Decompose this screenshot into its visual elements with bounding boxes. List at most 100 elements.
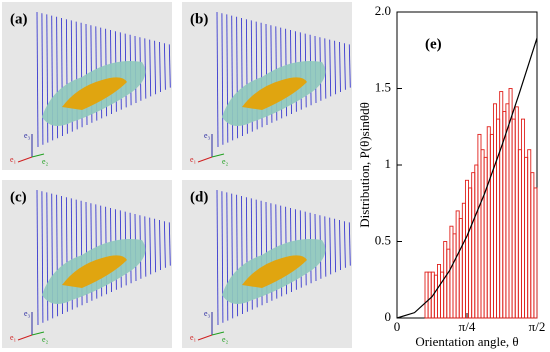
x-tick-label: π/2 <box>529 319 546 334</box>
core <box>62 77 127 110</box>
field-line <box>329 39 332 97</box>
panel-label: (c) <box>10 189 27 205</box>
bar <box>449 225 454 319</box>
bar <box>517 149 522 319</box>
axis-arrow <box>31 331 45 336</box>
field-line <box>41 13 44 145</box>
bar <box>533 187 538 319</box>
bar <box>527 149 532 319</box>
axis-label: e₁ <box>190 155 197 164</box>
y-tick-label: 2.0 <box>375 3 391 18</box>
bar <box>433 274 438 319</box>
axis-label: e₂ <box>42 157 49 166</box>
axis-arrow <box>17 156 33 163</box>
field-line <box>339 41 341 93</box>
field-line <box>221 191 224 323</box>
bar <box>440 271 445 319</box>
field-line <box>149 39 152 97</box>
axis-arrow <box>211 331 225 336</box>
axis-label: e₃ <box>204 309 211 318</box>
axis-arrow <box>197 334 213 341</box>
y-axis-label: Distribution, P(θ)sinθdθ <box>357 102 372 228</box>
field-line <box>163 43 166 90</box>
y-tick-label: 1 <box>385 156 392 171</box>
y-tick-label: 0.5 <box>375 232 391 247</box>
panel-label: (e) <box>425 36 442 52</box>
core <box>242 77 307 110</box>
axis-label: e₃ <box>204 131 211 140</box>
y-tick-label: 0 <box>385 309 392 324</box>
panel: (c) e₁ e₂ e₃ <box>2 180 172 348</box>
y-tick-label: 1.5 <box>375 79 391 94</box>
field-line <box>159 219 161 271</box>
bar <box>520 118 526 319</box>
panel: (a) e₁ e₂ e₃ <box>2 2 172 170</box>
axis-label: e₃ <box>24 309 31 318</box>
panels: (a) e₁ e₂ e₃ (b) e₁ e₂ e₃ (c) e₁ e₂ e₃ (d) e₁ e₂ e₃ <box>2 2 352 348</box>
bar <box>461 202 466 319</box>
field-line <box>159 41 161 93</box>
axis-label: e₂ <box>222 335 229 344</box>
field-line <box>329 217 332 275</box>
panel: (d) e₁ e₂ e₃ <box>182 180 352 348</box>
curve <box>396 37 538 319</box>
bar <box>477 133 482 319</box>
field-line <box>154 218 157 273</box>
bar <box>446 248 451 319</box>
field-line <box>168 44 171 88</box>
axis-arrow <box>17 334 33 341</box>
bar <box>427 271 432 319</box>
plot-frame <box>396 11 538 319</box>
field-line <box>154 40 157 95</box>
bar <box>496 118 501 319</box>
bar <box>511 118 516 319</box>
field-line <box>36 189 39 326</box>
field-line <box>168 222 171 266</box>
bar <box>489 133 494 319</box>
axis-label: e₁ <box>10 333 17 342</box>
bar <box>524 156 529 319</box>
panel-label: (b) <box>190 11 208 27</box>
field-line <box>144 38 147 99</box>
core <box>62 255 127 288</box>
x-tick-label: 0 <box>394 319 401 334</box>
field-line <box>41 191 44 323</box>
axis-label: e₃ <box>24 131 31 140</box>
field-line <box>221 13 224 145</box>
panel-label: (a) <box>10 11 28 27</box>
bar <box>436 264 442 319</box>
bar <box>452 233 457 319</box>
core <box>242 255 307 288</box>
field-line <box>348 44 351 88</box>
field-line <box>348 222 351 266</box>
x-tick-label: π/4 <box>459 319 476 334</box>
field-line <box>216 11 219 148</box>
field-line <box>149 217 152 275</box>
x-axis-label: Orientation angle, θ <box>415 334 518 349</box>
bar <box>492 103 498 319</box>
axis-label: e₂ <box>222 157 229 166</box>
bar <box>486 126 491 319</box>
field-line <box>324 38 327 99</box>
bar <box>505 103 510 319</box>
field-line <box>334 218 337 273</box>
field-line <box>163 221 166 268</box>
bar <box>455 210 460 319</box>
bar <box>468 187 473 319</box>
panel-label: (d) <box>190 189 208 205</box>
bar <box>464 179 470 319</box>
bar <box>458 218 463 319</box>
axis-label: e₂ <box>42 335 49 344</box>
bar <box>530 172 535 319</box>
bar <box>471 172 476 319</box>
field-line <box>343 43 346 90</box>
bar <box>483 156 488 319</box>
field-line <box>324 216 327 277</box>
axis-label: e₁ <box>10 155 17 164</box>
bar <box>480 149 485 319</box>
axis-label: e₁ <box>190 333 197 342</box>
field-line <box>216 189 219 326</box>
field-line <box>144 216 147 277</box>
axis-arrow <box>197 156 213 163</box>
